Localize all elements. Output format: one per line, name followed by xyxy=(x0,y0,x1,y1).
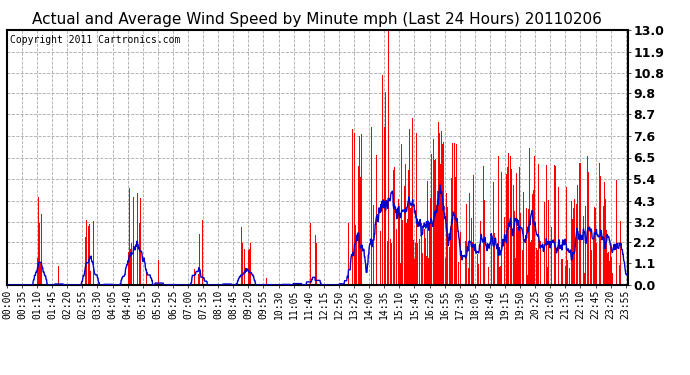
Title: Actual and Average Wind Speed by Minute mph (Last 24 Hours) 20110206: Actual and Average Wind Speed by Minute … xyxy=(32,12,602,27)
Text: Copyright 2011 Cartronics.com: Copyright 2011 Cartronics.com xyxy=(10,35,180,45)
